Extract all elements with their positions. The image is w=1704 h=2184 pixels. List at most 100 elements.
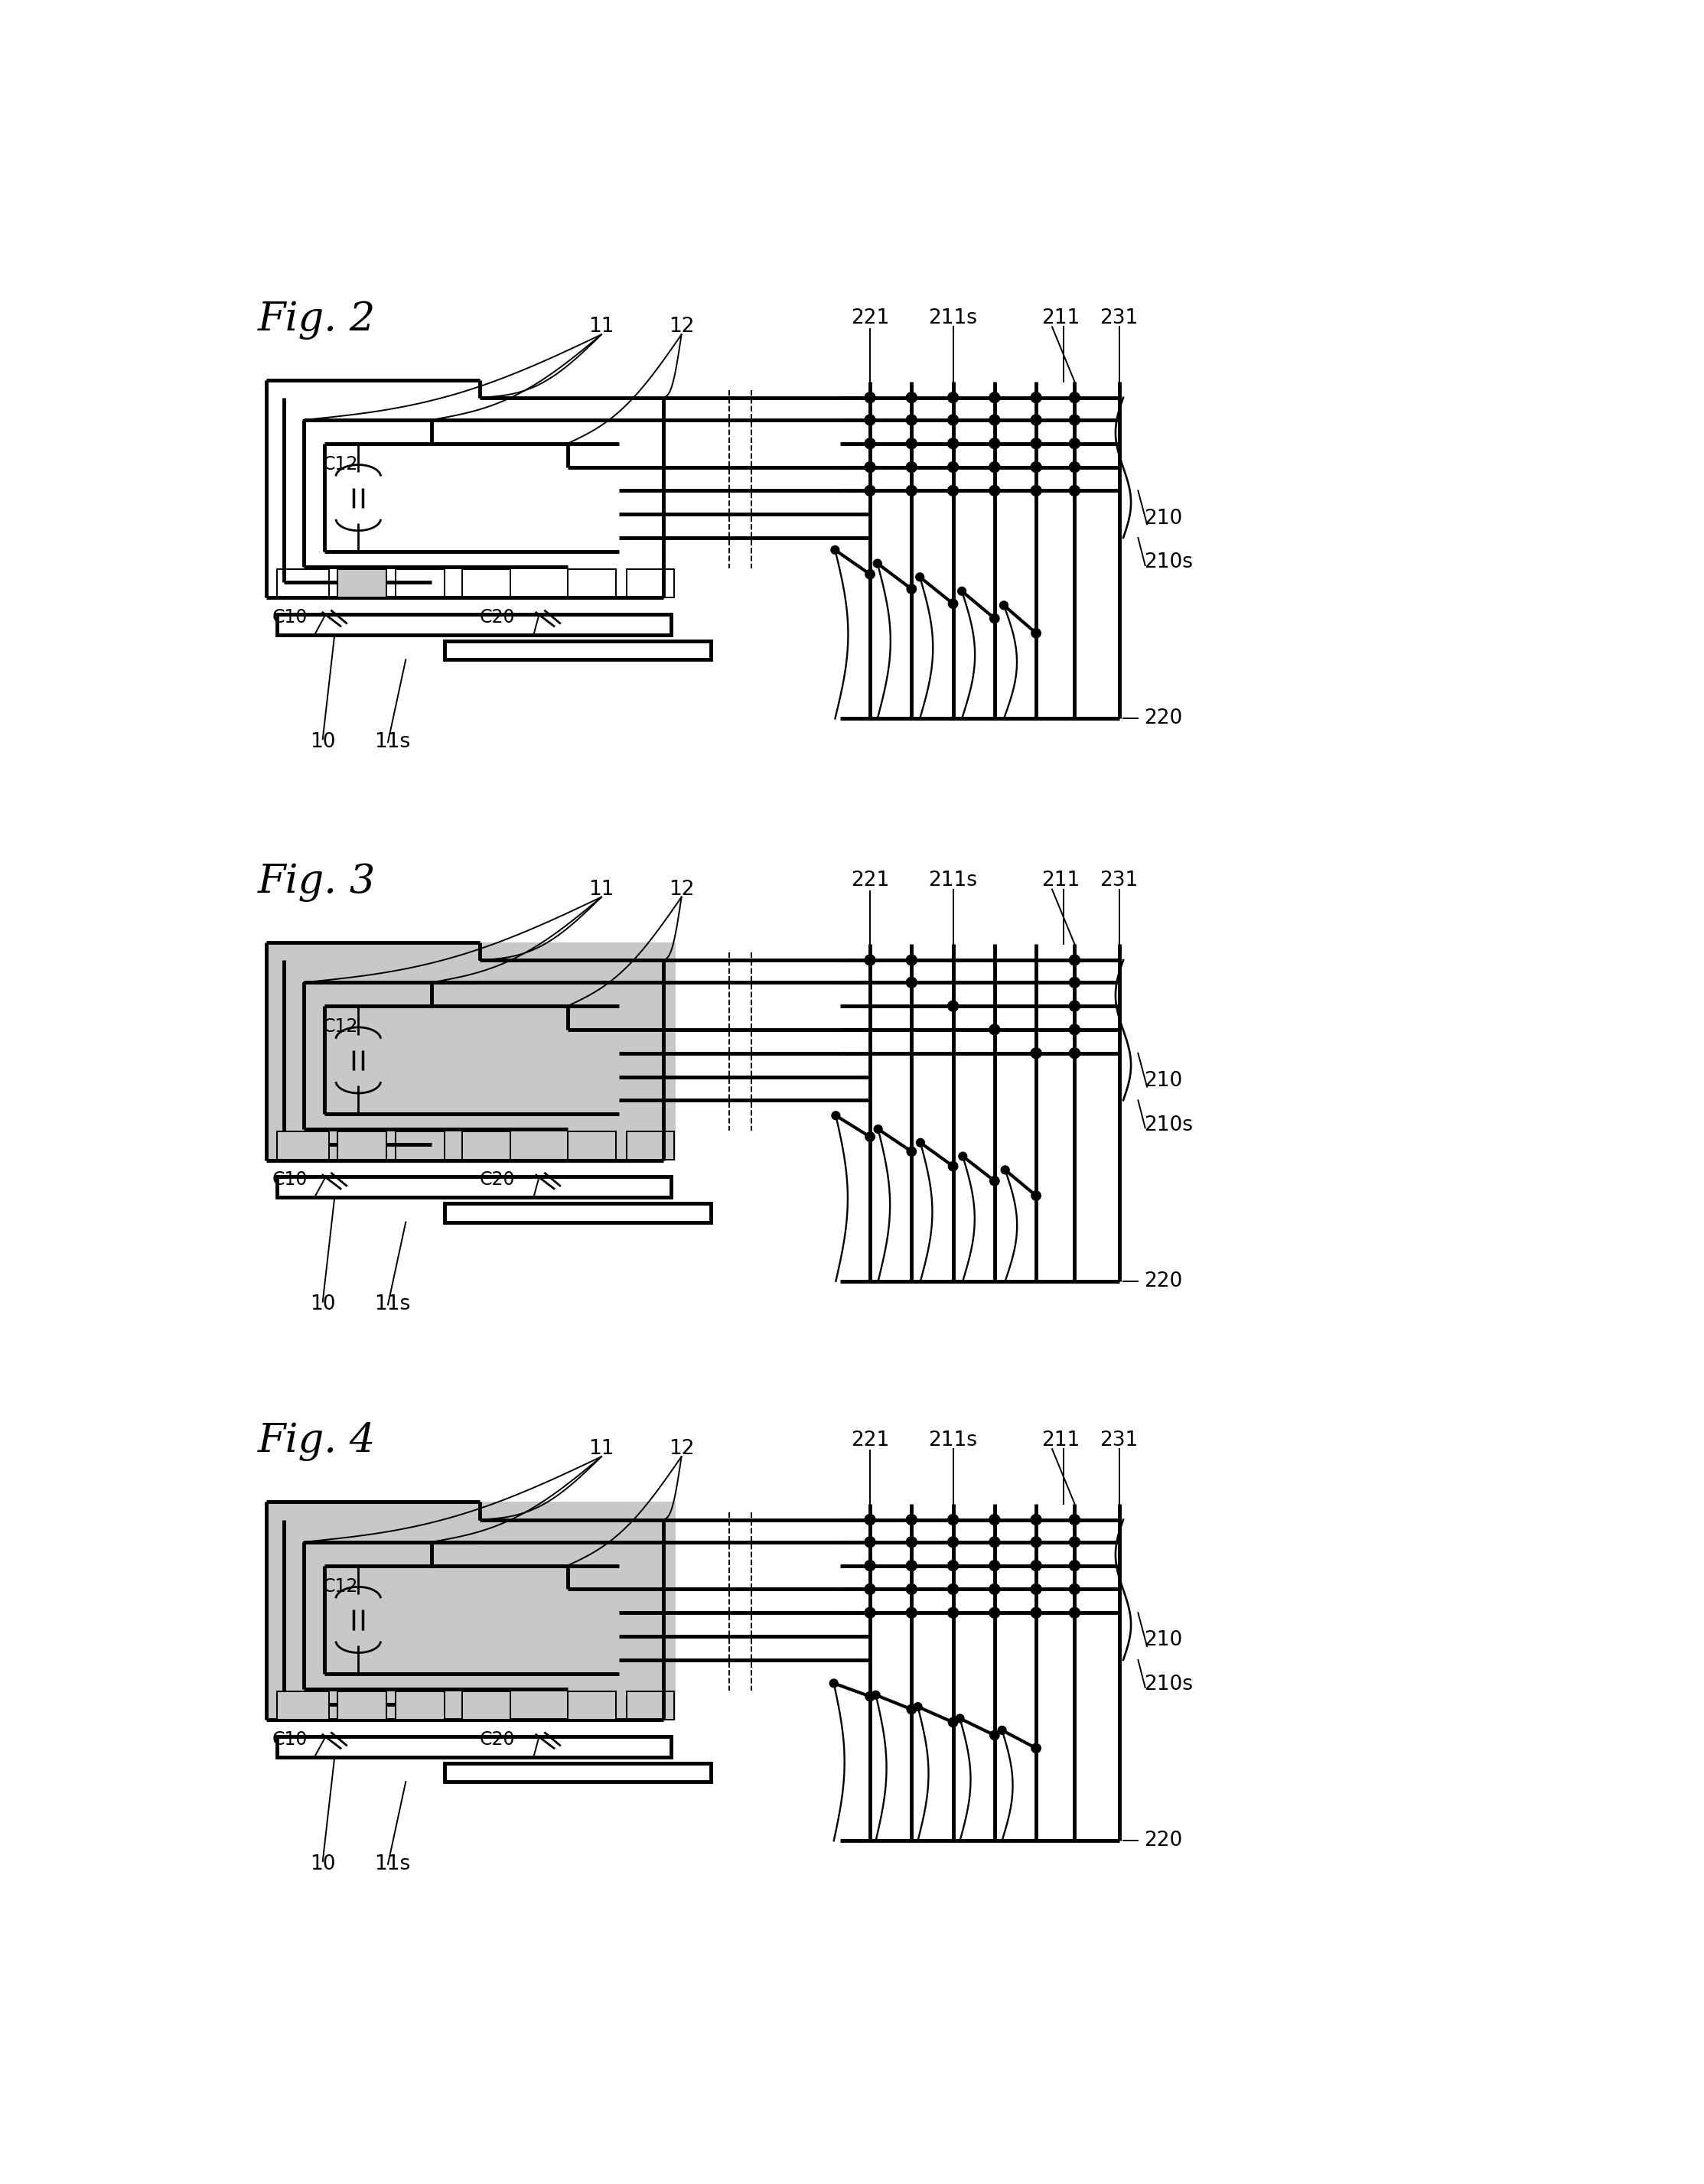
Text: 231: 231 [1099,1431,1138,1450]
Circle shape [1031,1583,1041,1594]
Circle shape [990,1559,1000,1570]
Text: Fig. 3: Fig. 3 [257,863,375,902]
Bar [445,1203,711,1223]
Text: 211: 211 [1041,308,1080,328]
Circle shape [907,415,917,426]
Bar [278,1736,671,1758]
Circle shape [990,1514,1000,1524]
Circle shape [990,461,1000,472]
Bar [337,570,387,596]
Circle shape [947,1538,958,1546]
Bar [266,943,675,1160]
Bar [395,570,445,596]
Text: C10: C10 [273,607,308,627]
Circle shape [907,1538,917,1546]
Circle shape [1000,1166,1009,1175]
Circle shape [907,976,917,987]
Circle shape [1031,1538,1041,1546]
Circle shape [1031,461,1041,472]
Text: 220: 220 [1143,1271,1183,1291]
Circle shape [866,1693,874,1701]
Circle shape [1070,485,1080,496]
Circle shape [907,1706,917,1714]
Circle shape [1031,393,1041,402]
Circle shape [907,1147,917,1155]
Text: 221: 221 [850,871,889,891]
Circle shape [864,1514,876,1524]
Circle shape [864,1538,876,1546]
Circle shape [990,1607,1000,1618]
Text: 220: 220 [1143,708,1183,729]
Text: 12: 12 [668,317,694,336]
Circle shape [947,1583,958,1594]
Circle shape [864,393,876,402]
Text: 11: 11 [588,1439,613,1459]
Bar [567,1690,617,1719]
Circle shape [956,1714,964,1723]
Circle shape [947,415,958,426]
Circle shape [864,1583,876,1594]
Circle shape [907,1559,917,1570]
Circle shape [832,546,838,555]
Circle shape [1070,415,1080,426]
Bar [627,1690,675,1719]
Bar [278,1131,329,1160]
Bar [266,1503,675,1721]
Circle shape [947,1607,958,1618]
Circle shape [1070,393,1080,402]
Text: 12: 12 [668,1439,694,1459]
Text: 211s: 211s [929,871,978,891]
Circle shape [947,393,958,402]
Circle shape [1070,1514,1080,1524]
Circle shape [872,1690,879,1699]
Text: 11s: 11s [375,1854,411,1874]
Text: 221: 221 [850,1431,889,1450]
Circle shape [947,439,958,448]
Bar [462,1690,511,1719]
Text: 11: 11 [588,317,613,336]
Text: 211: 211 [1041,1431,1080,1450]
Circle shape [915,572,924,581]
Bar [445,1762,711,1782]
Circle shape [1070,1048,1080,1059]
Text: 10: 10 [310,732,336,751]
Bar [278,614,671,636]
Circle shape [907,439,917,448]
Circle shape [1031,1048,1041,1059]
Circle shape [1031,415,1041,426]
Bar [337,1131,387,1160]
Circle shape [990,614,999,622]
Circle shape [1070,439,1080,448]
Circle shape [864,461,876,472]
Text: 10: 10 [310,1295,336,1315]
Circle shape [864,1607,876,1618]
Bar [445,640,711,660]
Text: 210: 210 [1143,509,1183,529]
Circle shape [947,1000,958,1011]
Text: 221: 221 [850,308,889,328]
Bar [395,1690,445,1719]
Circle shape [990,1583,1000,1594]
Circle shape [1031,1559,1041,1570]
Circle shape [832,1112,840,1120]
Bar [462,570,511,596]
Circle shape [1031,485,1041,496]
Circle shape [907,1583,917,1594]
Circle shape [947,1514,958,1524]
Text: C10: C10 [273,1730,308,1749]
Bar [627,570,675,596]
Circle shape [1031,629,1041,638]
Circle shape [907,1514,917,1524]
Circle shape [949,598,958,609]
Text: C12: C12 [322,454,358,474]
Circle shape [907,461,917,472]
Circle shape [947,1559,958,1570]
Bar [278,1177,671,1197]
Circle shape [990,485,1000,496]
Bar [567,1131,617,1160]
Text: 231: 231 [1099,308,1138,328]
Circle shape [1070,461,1080,472]
Circle shape [1031,1743,1041,1754]
Circle shape [990,1177,999,1186]
Text: 210s: 210s [1143,1675,1193,1695]
